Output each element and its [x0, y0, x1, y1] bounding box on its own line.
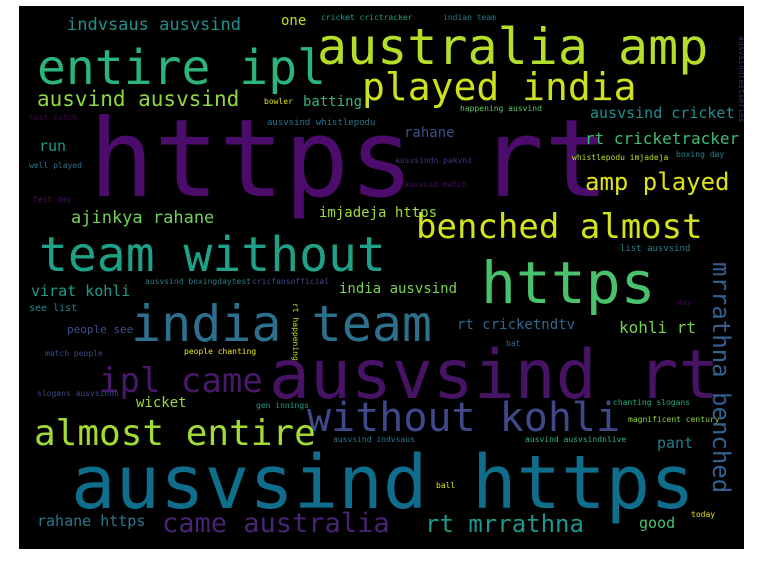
cloud-word: came australia: [162, 508, 390, 539]
cloud-word: rt cricketndtv: [457, 317, 576, 333]
cloud-word: batting: [303, 94, 363, 110]
cloud-word: india team: [131, 295, 433, 353]
cloud-word: pant: [657, 434, 694, 452]
cloud-word: without kohli: [307, 395, 621, 441]
cloud-word: well played: [29, 161, 82, 170]
cloud-word: bat: [506, 339, 521, 348]
cloud-word: indian team: [443, 13, 496, 22]
cloud-word: rt mrrathna: [425, 510, 584, 538]
cloud-word: rahane: [404, 125, 455, 141]
cloud-word: bowler: [264, 97, 293, 106]
cloud-word: test day: [33, 195, 72, 204]
cloud-word: match people: [45, 349, 103, 358]
cloud-word: imjadeja https: [319, 205, 438, 221]
cloud-word: amp played: [585, 168, 730, 196]
cloud-word: today: [691, 510, 716, 519]
cloud-word: benched almost: [416, 207, 703, 247]
cloud-word: gen innings: [256, 401, 309, 410]
cloud-word: https rt: [89, 97, 610, 222]
cloud-word: rahane https: [37, 512, 146, 530]
cloud-word: australia amp: [317, 18, 709, 76]
cloud-word: test match: [29, 113, 78, 122]
cloud-word: list ausvsind: [620, 244, 691, 254]
cloud-word: played india: [362, 65, 637, 109]
cloud-word: rt cricketracker: [585, 129, 740, 148]
cloud-word: ausvsind boxingdaytest: [145, 277, 251, 286]
cloud-word: mrrathna benched: [707, 262, 735, 494]
cloud-word: ausvsindtestseries: [737, 36, 744, 123]
word-cloud: https rt ausvsind https australia amp en…: [19, 6, 744, 549]
cloud-word: boxing day: [676, 150, 725, 159]
cloud-word: india ausvsind: [339, 281, 458, 297]
cloud-word: ausvind ausvsind: [37, 87, 240, 111]
cloud-word: ausvsind rt: [269, 336, 720, 415]
cloud-word: almost entire: [34, 413, 316, 454]
cloud-word: indvsaus ausvsind: [67, 15, 241, 35]
cloud-word: entire ipl: [37, 40, 326, 96]
cloud-word: ipl came: [99, 361, 263, 401]
cloud-word: ajinkya rahane: [71, 208, 215, 228]
cloud-word: ball: [436, 481, 456, 490]
cloud-word: day: [677, 298, 692, 307]
cloud-word: see list: [29, 303, 78, 314]
cloud-word: magnificent century: [628, 415, 720, 424]
cloud-word: cricket crictracker: [321, 13, 413, 22]
cloud-word: people chanting: [184, 347, 257, 356]
cloud-word: slogans ausvsindn: [37, 389, 119, 398]
cloud-word: virat kohli: [31, 282, 131, 300]
cloud-word: ausvsind indvsaus: [333, 435, 415, 444]
cloud-word: ausvsind cricket: [590, 104, 735, 122]
cloud-word: people see: [67, 323, 134, 336]
cloud-word: wicket: [136, 395, 187, 411]
cloud-word: ausvind match: [404, 180, 467, 189]
cloud-word: good: [639, 514, 676, 532]
cloud-word: cricfansofficial: [252, 277, 330, 286]
cloud-word: chanting slogans: [613, 398, 691, 407]
cloud-word: whistlepodu imjadeja: [572, 153, 669, 162]
cloud-word: ausvsindn pakvnz: [395, 156, 473, 165]
cloud-word: ausvsind whistlepodu: [267, 118, 376, 128]
cloud-word: ausvind ausvsindnlive: [525, 435, 627, 444]
cloud-word: happening ausvind: [460, 104, 542, 113]
cloud-word: https: [481, 249, 656, 317]
cloud-word: run: [39, 137, 67, 155]
cloud-word: kohli rt: [619, 318, 697, 337]
cloud-word: one: [281, 13, 307, 29]
cloud-word: team without: [39, 227, 386, 283]
cloud-word: ausvsind https: [71, 440, 695, 526]
